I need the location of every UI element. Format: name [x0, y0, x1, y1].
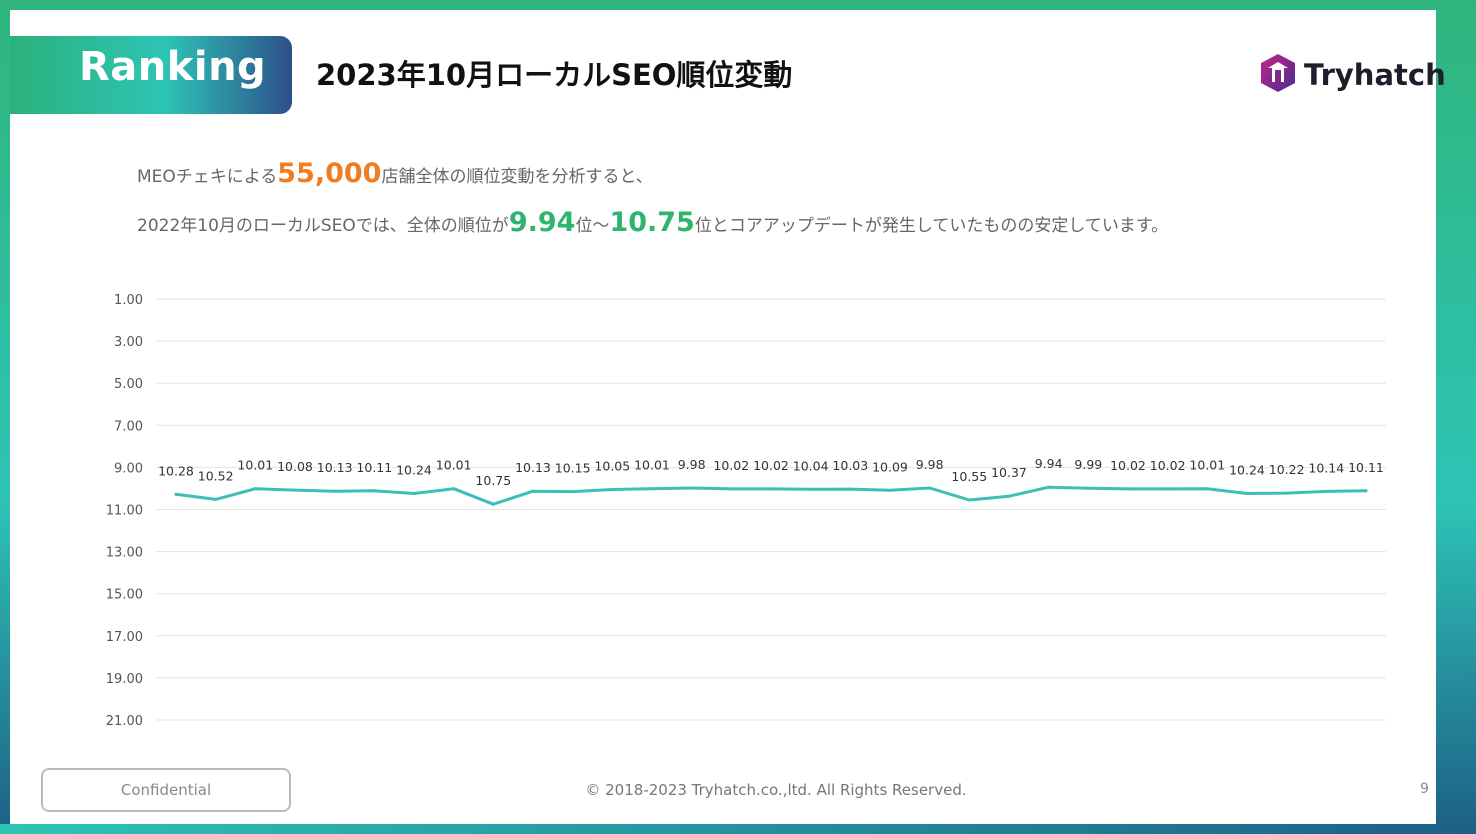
data-label: 10.05	[594, 459, 630, 474]
data-point	[1086, 486, 1090, 490]
ranking-badge	[10, 36, 292, 114]
summary-line-2-suffix: 位とコアアップデートが発生していたものの安定しています。	[694, 216, 1169, 236]
data-point	[571, 490, 575, 494]
data-point	[452, 487, 456, 491]
data-label: 10.15	[555, 461, 591, 476]
data-point	[1166, 487, 1170, 491]
data-label: 10.37	[991, 465, 1027, 480]
summary-line-1-prefix: MEOチェキによる	[137, 167, 278, 187]
data-point	[174, 492, 178, 496]
data-label: 10.01	[634, 458, 670, 473]
summary-line-2: 2022年10月のローカルSEOでは、全体の順位が9.94位～10.75位とコア…	[137, 207, 1168, 238]
data-label: 10.08	[277, 459, 313, 474]
data-point	[610, 488, 614, 492]
data-point	[491, 502, 495, 506]
tryhatch-logo-icon	[1261, 54, 1295, 92]
logo-text: Tryhatch	[1304, 58, 1446, 92]
data-label: 10.02	[753, 458, 789, 473]
data-label: 10.75	[475, 473, 511, 488]
bottom-band	[0, 824, 1476, 834]
data-label: 10.02	[713, 458, 749, 473]
data-point	[1205, 487, 1209, 491]
data-point	[1324, 489, 1328, 493]
data-label: 10.01	[436, 458, 472, 473]
rank-high: 10.75	[609, 207, 695, 238]
data-point	[293, 488, 297, 492]
data-point	[769, 487, 773, 491]
y-tick-label: 7.00	[114, 419, 143, 434]
confidential-label: Confidential	[41, 768, 291, 812]
summary-line-1-suffix: 店舗全体の順位変動を分析すると、	[381, 167, 653, 187]
y-tick-label: 5.00	[114, 377, 143, 392]
data-point	[412, 492, 416, 496]
data-label: 9.94	[1035, 456, 1063, 471]
data-point	[650, 487, 654, 491]
data-label: 10.13	[317, 460, 353, 475]
badge-label: Ranking	[79, 44, 267, 90]
ranking-line-chart: 1.00 3.00 5.00 7.00 9.00 11.00 13.00 15.00 17.00…	[106, 293, 1386, 729]
data-point	[372, 489, 376, 493]
data-point	[214, 497, 218, 501]
data-label: 9.98	[678, 457, 706, 472]
data-point	[1364, 489, 1368, 493]
data-point	[729, 487, 733, 491]
data-label: 10.28	[158, 463, 194, 478]
slide-background	[10, 10, 1436, 824]
data-label: 10.04	[793, 458, 829, 473]
data-point	[848, 487, 852, 491]
y-tick-label: 3.00	[114, 335, 143, 350]
data-point	[888, 488, 892, 492]
data-label: 10.03	[832, 458, 868, 473]
y-tick-label: 9.00	[114, 461, 143, 476]
data-label: 10.22	[1269, 462, 1305, 477]
data-label: 10.11	[356, 460, 392, 475]
data-point	[928, 486, 932, 490]
page-title: 2023年10月ローカルSEO順位変動	[316, 58, 793, 92]
page-number: 9	[1420, 781, 1429, 797]
data-point	[531, 489, 535, 493]
y-tick-label: 21.00	[106, 714, 143, 729]
y-tick-label: 11.00	[106, 504, 143, 519]
summary-line-1: MEOチェキによる55,000店舗全体の順位変動を分析すると、	[137, 158, 653, 189]
data-point	[1245, 492, 1249, 496]
data-label: 10.14	[1308, 460, 1344, 475]
data-label: 10.11	[1348, 460, 1384, 475]
data-label: 10.13	[515, 460, 551, 475]
data-label: 10.01	[237, 458, 273, 473]
data-point	[1007, 494, 1011, 498]
data-label: 10.24	[396, 463, 432, 478]
data-label: 10.01	[1189, 458, 1225, 473]
data-label: 10.55	[951, 469, 987, 484]
data-point	[967, 498, 971, 502]
store-count: 55,000	[277, 158, 382, 189]
rank-low: 9.94	[508, 207, 576, 238]
data-point	[333, 489, 337, 493]
data-point	[1047, 485, 1051, 489]
y-tick-label: 15.00	[106, 588, 143, 603]
y-tick-label: 19.00	[106, 672, 143, 687]
data-label: 10.52	[198, 468, 234, 483]
data-point	[809, 487, 813, 491]
data-point	[253, 487, 257, 491]
data-point	[1126, 487, 1130, 491]
summary-line-2-mid: 位～	[575, 216, 610, 236]
data-label: 9.99	[1074, 457, 1102, 472]
data-label: 10.02	[1110, 458, 1146, 473]
data-label: 10.09	[872, 459, 908, 474]
summary-line-2-prefix: 2022年10月のローカルSEOでは、全体の順位が	[137, 216, 509, 236]
y-tick-label: 17.00	[106, 630, 143, 645]
data-point	[1285, 491, 1289, 495]
y-tick-label: 1.00	[114, 293, 143, 308]
data-label: 10.02	[1150, 458, 1186, 473]
data-point	[690, 486, 694, 490]
y-tick-label: 13.00	[106, 546, 143, 561]
copyright-text: © 2018-2023 Tryhatch.co.,ltd. All Rights…	[585, 781, 967, 799]
data-label: 10.24	[1229, 463, 1265, 478]
data-label: 9.98	[916, 457, 944, 472]
